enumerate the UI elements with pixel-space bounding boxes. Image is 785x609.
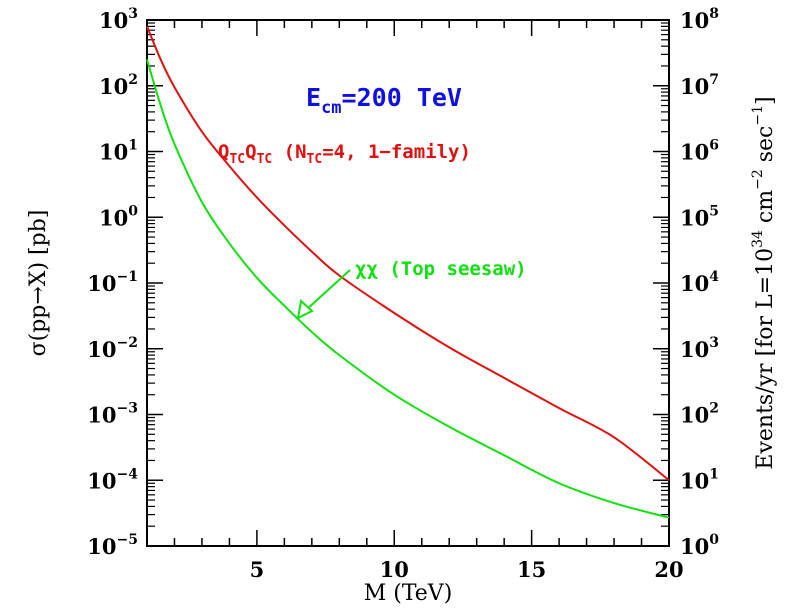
qtc-series-line — [146, 25, 670, 482]
x-tick-label: 5 — [250, 557, 265, 582]
chi-annotation: χχ (Top seesaw) — [355, 258, 527, 280]
y-tick-label-left: 10−3 — [87, 401, 138, 428]
qtc-annotation: QTCQTC (NTC=4, 1−family) — [218, 141, 471, 167]
y-tick-label-right: 101 — [680, 466, 719, 493]
y-tick-label-right: 102 — [680, 401, 719, 428]
axis-ticks — [147, 20, 669, 546]
y-tick-label-right: 106 — [680, 138, 719, 165]
y-tick-label-left: 101 — [99, 138, 138, 165]
x-tick-label: 15 — [517, 557, 546, 582]
tick-labels: 5 10 15 20 10−5 10−4 10−3 10−2 10−1 100 101 102 103 1… — [87, 6, 719, 582]
y-tick-label-right: 100 — [680, 532, 719, 559]
y-tick-label-right: 104 — [680, 269, 719, 296]
y-axis-title-left: σ(pp→X) [pb] — [26, 210, 51, 357]
y-tick-label-left: 103 — [99, 6, 138, 33]
y-tick-label-right: 105 — [680, 203, 719, 230]
series-group — [146, 25, 670, 519]
chi-series-line — [146, 59, 670, 519]
y-tick-label-left: 10−2 — [87, 335, 138, 362]
svg-text:Events/yr [for L=1034 cm−2 sec: Events/yr [for L=1034 cm−2 sec−1] — [750, 96, 778, 469]
x-tick-label: 10 — [380, 557, 409, 582]
y-tick-label-left: 10−5 — [87, 532, 138, 559]
y-tick-label-left: 102 — [99, 72, 138, 99]
energy-annotation: Ecm=200 TeV — [306, 83, 462, 118]
y-tick-label-right: 108 — [680, 6, 719, 33]
y-axis-title-right: Events/yr [for L=1034 cm−2 sec−1] — [750, 96, 778, 469]
chi-arrow — [296, 269, 351, 320]
y-tick-label-left: 100 — [99, 203, 138, 230]
x-axis-title: M (TeV) — [364, 581, 453, 606]
x-tick-label: 20 — [654, 557, 683, 582]
y-tick-label-left: 10−4 — [87, 466, 138, 493]
y-tick-label-right: 107 — [680, 72, 719, 99]
y-tick-label-right: 103 — [680, 335, 719, 362]
y-tick-label-left: 10−1 — [87, 269, 138, 296]
